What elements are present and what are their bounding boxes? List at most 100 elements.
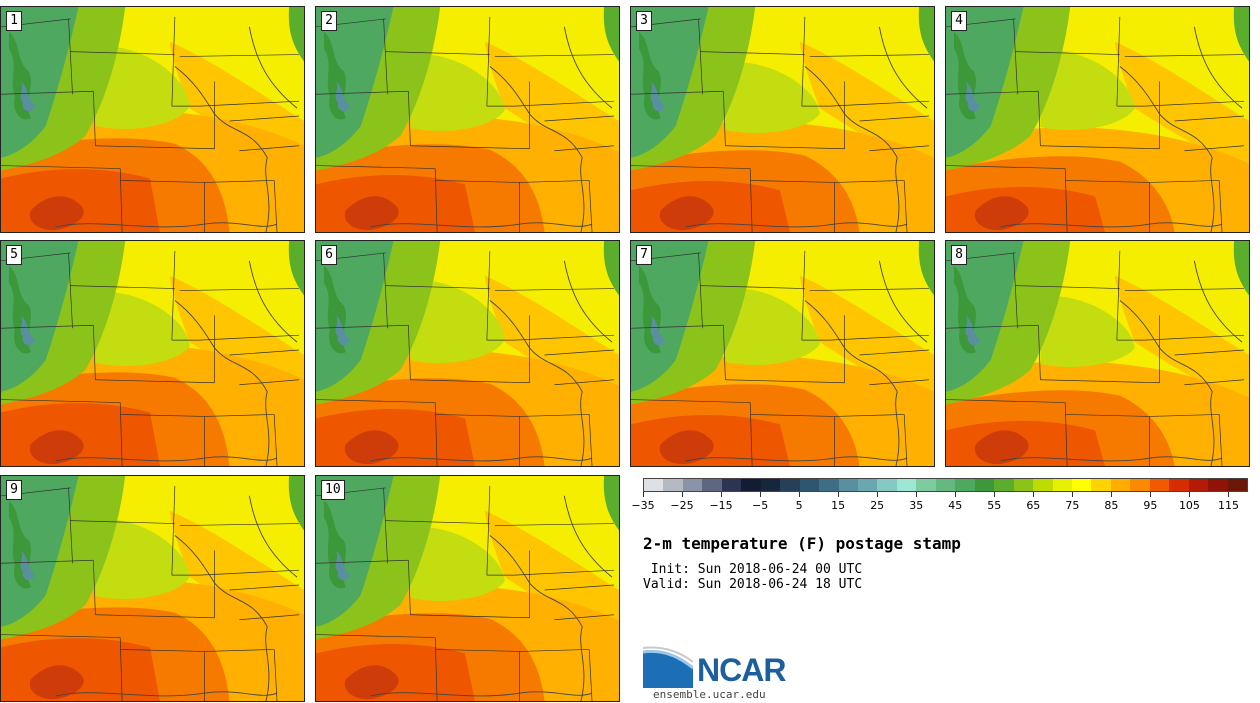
ensemble-member-map-7: 7	[630, 240, 935, 467]
colorbar-tick	[682, 492, 684, 497]
colorbar-tick-label: 95	[1143, 499, 1158, 512]
colorbar-tick-label: 85	[1104, 499, 1119, 512]
ensemble-member-map-4: 4	[945, 6, 1250, 233]
colorbar-tick	[1228, 492, 1230, 497]
colorbar-segment	[877, 479, 897, 491]
rivers	[55, 260, 298, 466]
colorbar-segment	[663, 479, 683, 491]
colorbar-tick-label: 15	[831, 499, 846, 512]
colorbar-segment	[896, 479, 917, 491]
colorbar-segment	[1188, 479, 1209, 491]
temperature-field	[316, 241, 619, 466]
colorbar-tick-label: 65	[1026, 499, 1041, 512]
colorbar-segment	[644, 479, 664, 491]
colorbar-tick-label: 35	[909, 499, 924, 512]
site-url[interactable]: ensemble.ucar.edu	[653, 688, 766, 701]
ncar-logo-icon	[643, 646, 693, 688]
member-number-label: 3	[636, 11, 652, 31]
temperature-field	[946, 241, 1249, 466]
ensemble-member-map-8: 8	[945, 240, 1250, 467]
rivers	[1000, 260, 1243, 466]
state-borders	[946, 250, 1245, 466]
temperature-field	[316, 476, 619, 701]
member-number-label: 8	[951, 245, 967, 265]
temperature-field	[946, 7, 1249, 232]
temperature-field	[316, 7, 619, 232]
colorbar-tick	[877, 492, 879, 497]
temperature-field	[1, 7, 304, 232]
member-number-label: 2	[321, 11, 337, 31]
colorbar-segment	[1013, 479, 1034, 491]
plot-title: 2-m temperature (F) postage stamp	[643, 534, 961, 553]
colorbar-tick-label: −5	[751, 499, 769, 512]
colorbar-tick-label: 45	[948, 499, 963, 512]
colorbar-tick-label: 5	[795, 499, 803, 512]
rivers	[55, 495, 298, 701]
colorbar-segment	[1227, 479, 1248, 491]
temperature-field	[1, 476, 304, 701]
state-borders	[1, 16, 300, 232]
colorbar-segment	[1052, 479, 1072, 491]
colorbar-tick	[799, 492, 801, 497]
state-borders	[316, 485, 615, 701]
member-number-label: 5	[6, 245, 22, 265]
colorbar-segment	[780, 479, 800, 491]
colorbar-tick-label: −25	[670, 499, 694, 512]
colorbar-segment	[1071, 479, 1092, 491]
colorbar-tick	[1150, 492, 1152, 497]
member-number-label: 7	[636, 245, 652, 265]
member-number-label: 4	[951, 11, 967, 31]
colorbar-segment	[819, 479, 839, 491]
colorbar-tick-label: −15	[709, 499, 733, 512]
colorbar-segment	[916, 479, 936, 491]
colorbar-segment	[857, 479, 878, 491]
colorbar-segment	[1169, 479, 1189, 491]
colorbar-segment	[1130, 479, 1150, 491]
colorbar-segment	[935, 479, 956, 491]
colorbar-tick	[1111, 492, 1113, 497]
colorbar-tick-labels: −35 −25 −15 −5 5 15 25 35 45 55 65 75 85 95 105 115	[631, 492, 1248, 514]
init-time: Init: Sun 2018-06-24 00 UTC	[643, 562, 863, 577]
colorbar-segment	[974, 479, 995, 491]
member-number-label: 1	[6, 11, 22, 31]
rivers	[370, 495, 613, 701]
member-number-label: 9	[6, 480, 22, 500]
rivers	[1000, 26, 1243, 232]
temperature-field	[1, 241, 304, 466]
ncar-logo: NCAR	[643, 646, 793, 688]
ensemble-member-map-5: 5	[0, 240, 305, 467]
rivers	[685, 260, 928, 466]
colorbar-segment	[1091, 479, 1111, 491]
colorbar-segment	[682, 479, 703, 491]
rivers	[370, 26, 613, 232]
colorbar-tick	[1072, 492, 1074, 497]
colorbar-segment	[1033, 479, 1053, 491]
colorbar-tick-label: 75	[1065, 499, 1080, 512]
colorbar-segment	[760, 479, 781, 491]
rivers	[370, 260, 613, 466]
ensemble-member-map-3: 3	[630, 6, 935, 233]
colorbar-tick	[916, 492, 918, 497]
colorbar-tick	[643, 492, 644, 497]
ensemble-member-map-2: 2	[315, 6, 620, 233]
colorbar-tick	[760, 492, 762, 497]
state-borders	[316, 16, 615, 232]
colorbar-tick	[994, 492, 996, 497]
colorbar-tick	[721, 492, 723, 497]
member-number-label: 10	[321, 480, 345, 500]
member-number-label: 6	[321, 245, 337, 265]
temperature-field	[631, 241, 934, 466]
valid-time: Valid: Sun 2018-06-24 18 UTC	[643, 577, 863, 592]
colorbar-segment	[838, 479, 858, 491]
state-borders	[631, 16, 930, 232]
ensemble-member-map-6: 6	[315, 240, 620, 467]
colorbar-tick	[1033, 492, 1035, 497]
colorbar-segment	[1149, 479, 1170, 491]
ensemble-member-map-10: 10	[315, 475, 620, 702]
colorbar-tick-label: 55	[987, 499, 1002, 512]
colorbar-tick	[838, 492, 840, 497]
colorbar-segment	[721, 479, 742, 491]
colorbar-segment	[702, 479, 722, 491]
colorbar-tick-label: 25	[870, 499, 885, 512]
ensemble-member-map-9: 9	[0, 475, 305, 702]
